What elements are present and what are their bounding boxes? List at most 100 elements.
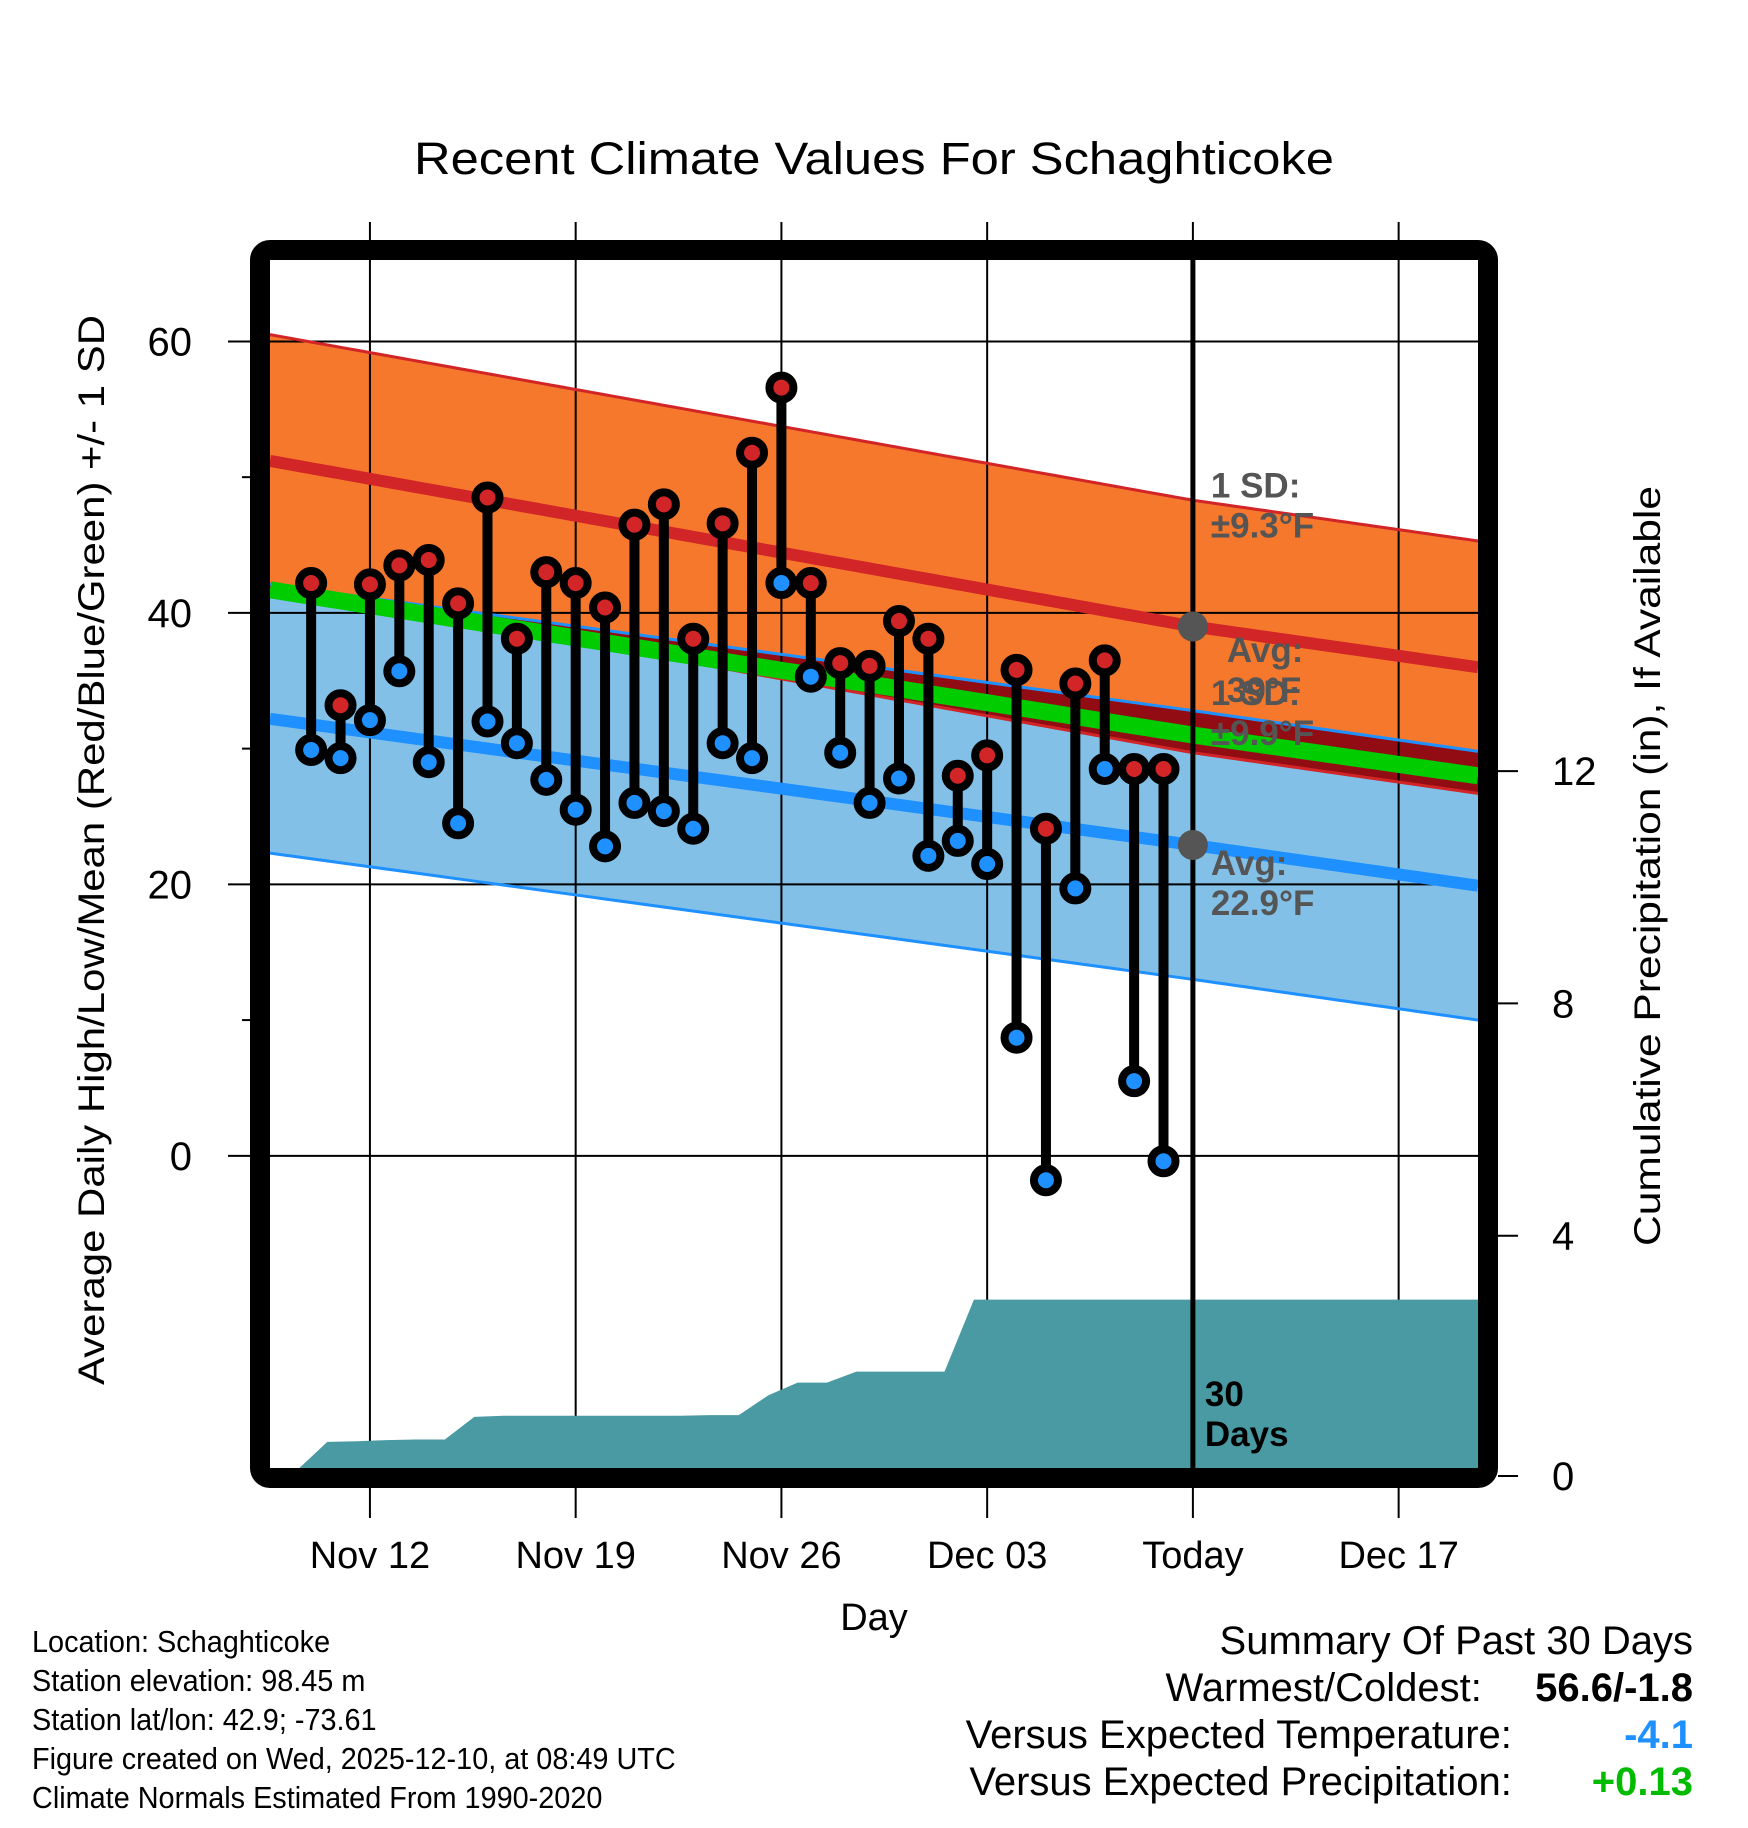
low-point	[912, 839, 945, 872]
low-point	[1029, 1164, 1062, 1197]
low-point	[471, 705, 504, 738]
high-point	[618, 508, 651, 541]
high-point	[677, 622, 710, 655]
y-tick-label: 60	[148, 320, 193, 364]
temp-anomaly-value: -4.1	[1624, 1713, 1693, 1757]
high-point	[1147, 752, 1180, 785]
high-sd-annotation-line1: 1 SD:	[1211, 467, 1300, 506]
low-point	[383, 655, 416, 688]
low-sd-annotation-line1: 1 SD:	[1211, 674, 1300, 713]
high-point	[471, 481, 504, 514]
plot-frame	[250, 240, 1498, 1488]
precip-fill	[299, 1299, 1478, 1468]
low-point	[1147, 1145, 1180, 1178]
low-point	[765, 567, 798, 600]
low-point	[1000, 1021, 1033, 1054]
precipitation-area	[299, 1299, 1478, 1468]
high-point	[882, 605, 915, 638]
station-info: Location: Schaghticoke Station elevation…	[32, 1622, 676, 1817]
high-average-line	[270, 454, 1478, 674]
low-point	[530, 763, 563, 796]
precip-anomaly-value: +0.13	[1591, 1760, 1693, 1804]
low-lower-sd-line	[270, 851, 1478, 1022]
low-point	[706, 727, 739, 760]
x-tick-label: Nov 12	[310, 1535, 430, 1577]
low-point	[794, 660, 827, 693]
high-point	[1000, 653, 1033, 686]
daily-stems	[295, 371, 1180, 1197]
low-point	[1059, 872, 1092, 905]
high-point	[500, 622, 533, 655]
high-point	[765, 371, 798, 404]
high-point	[1059, 667, 1092, 700]
high-point	[353, 568, 386, 601]
low-point	[941, 824, 974, 857]
x-tick-label: Dec 03	[927, 1535, 1047, 1577]
low-point	[618, 786, 651, 819]
low-avg-marker	[1177, 829, 1208, 860]
y-axis-label: Average Daily High/Low/Mean (Red/Blue/Gr…	[71, 315, 112, 1385]
low-avg-annotation-line2: 22.9°F	[1211, 884, 1315, 923]
low-point	[559, 793, 592, 826]
high-point	[794, 567, 827, 600]
high-point	[736, 436, 769, 469]
high-point	[1029, 812, 1062, 845]
low-point	[500, 727, 533, 760]
high-point	[589, 591, 622, 624]
high-point	[912, 622, 945, 655]
high-point	[559, 567, 592, 600]
summary-temp: Versus Expected Temperature: -4.1	[966, 1712, 1693, 1759]
low-point	[412, 746, 445, 779]
axes: Nov 12 Nov 19 Nov 26 Dec 03 Today Dec 1702040…	[148, 320, 1597, 1577]
warmest-coldest-label: Warmest/Coldest:	[1165, 1666, 1482, 1710]
high-avg-annotation-line2: 39°F	[1227, 671, 1301, 710]
x-tick-label: Dec 17	[1338, 1535, 1458, 1577]
y-tick-label: 20	[148, 863, 193, 907]
y2-axis-label: Cumulative Precipitation (in), If Availa…	[1627, 486, 1668, 1246]
elevation-text: Station elevation: 98.45 m	[32, 1663, 366, 1698]
summary-panel: Summary Of Past 30 Days Warmest/Coldest:…	[966, 1618, 1693, 1806]
low-sd-annotation-line2: ±9.9°F	[1211, 714, 1314, 753]
high-point	[442, 587, 475, 620]
summary-heading: Summary Of Past 30 Days	[1219, 1619, 1693, 1663]
precip-label: Versus Expected Precipitation:	[969, 1760, 1512, 1804]
y2-tick-label: 0	[1552, 1455, 1574, 1499]
chart-title: Recent Climate Values For Schaghticoke	[414, 133, 1334, 184]
low-point	[1118, 1065, 1151, 1098]
high-point	[324, 689, 357, 722]
high-point	[1118, 752, 1151, 785]
y-tick-label: 0	[170, 1135, 192, 1179]
normals-text: Climate Normals Estimated From 1990-2020	[32, 1780, 603, 1815]
location-text: Location: Schaghticoke	[32, 1624, 331, 1659]
high-point	[706, 507, 739, 540]
low-point	[442, 807, 475, 840]
y2-tick-label: 8	[1552, 982, 1574, 1026]
high-point	[530, 556, 563, 589]
high-point	[824, 647, 857, 680]
high-avg-marker	[1177, 611, 1208, 642]
high-point	[383, 549, 416, 582]
low-point	[736, 742, 769, 775]
high-point	[295, 567, 328, 600]
y2-tick-label: 4	[1552, 1215, 1574, 1259]
x-tick-label: Today	[1142, 1535, 1243, 1577]
days-annotation-line1: 30	[1205, 1375, 1244, 1414]
high-point	[412, 543, 445, 576]
high-point	[647, 488, 680, 521]
days-annotation-line2: Days	[1205, 1415, 1289, 1454]
high-point	[1088, 644, 1121, 677]
high-upper-sd-line	[270, 333, 1478, 543]
high-avg-annotation-line1: Avg:	[1227, 631, 1303, 670]
y2-tick-label: 12	[1552, 750, 1597, 794]
low-point	[853, 786, 886, 819]
x-tick-label: Nov 19	[515, 1535, 635, 1577]
low-point	[882, 762, 915, 795]
x-axis-label: Day	[840, 1597, 908, 1639]
high-point	[971, 739, 1004, 772]
low-point	[353, 704, 386, 737]
low-point	[295, 733, 328, 766]
latlon-text: Station lat/lon: 42.9; -73.61	[32, 1702, 377, 1737]
summary-precip: Versus Expected Precipitation: +0.13	[966, 1759, 1693, 1806]
low-point	[824, 736, 857, 769]
